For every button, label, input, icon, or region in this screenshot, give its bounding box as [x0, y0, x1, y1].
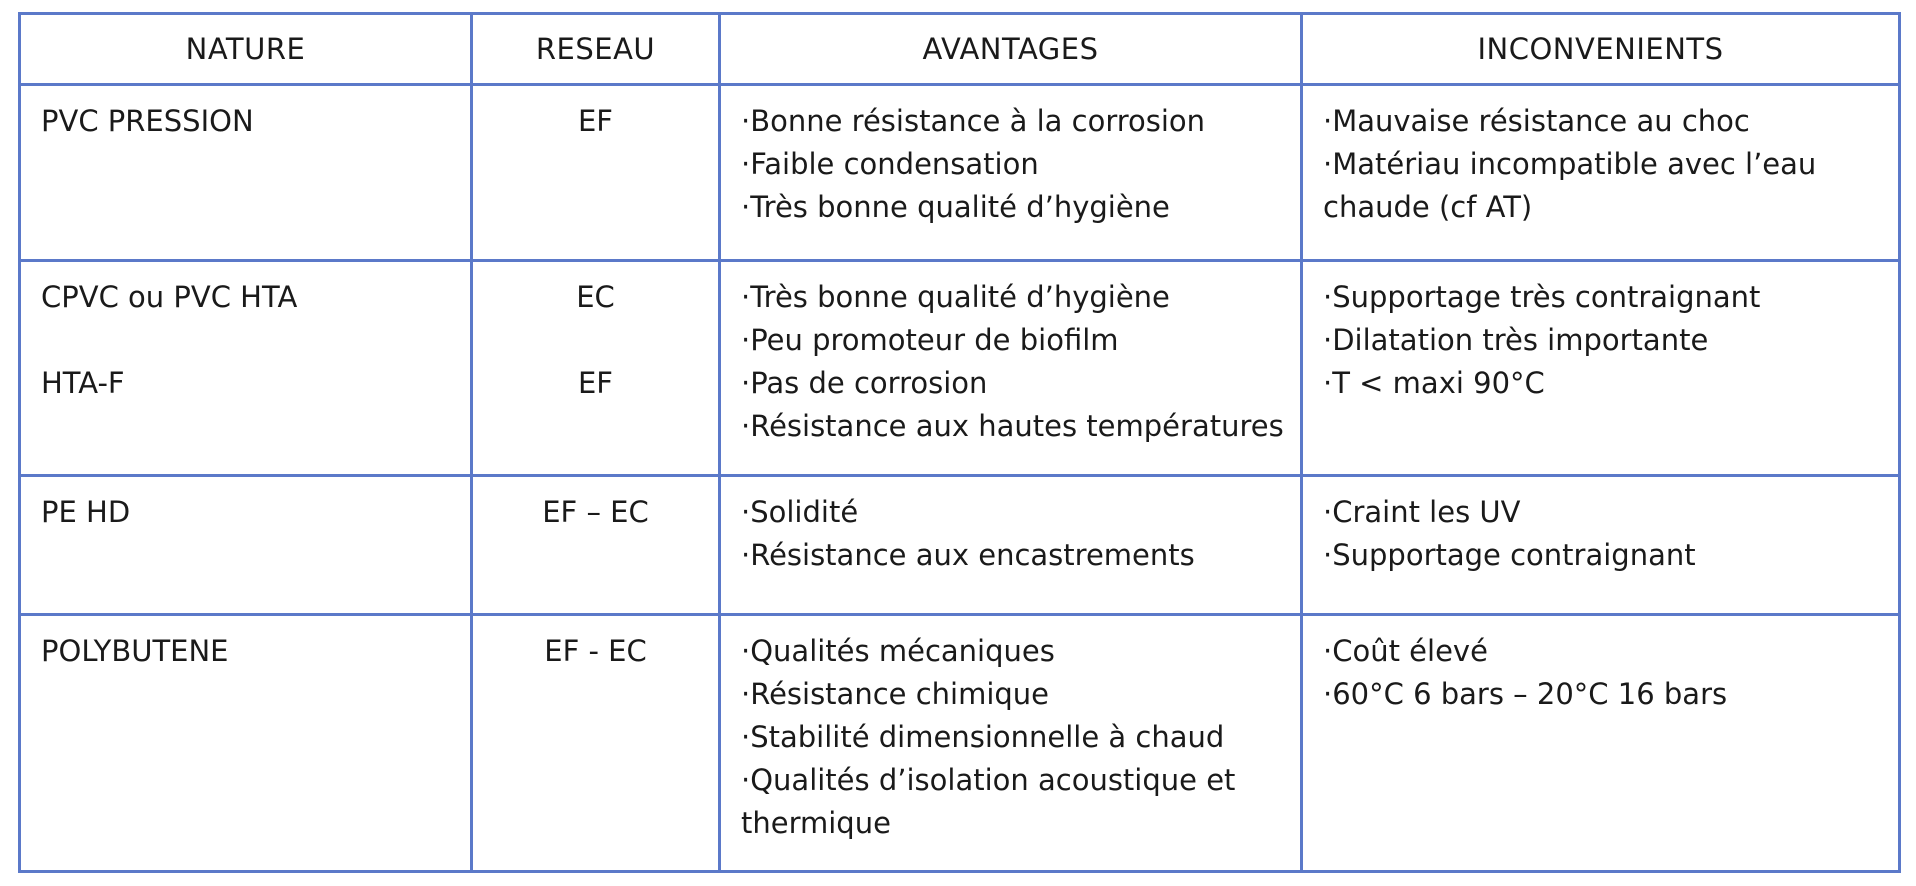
inconvenient-item: ·Coût élevé — [1323, 634, 1488, 668]
nature-text: POLYBUTENE — [41, 634, 229, 668]
cell-reseau: EF - EC — [470, 613, 721, 873]
reseau-text: EC — [576, 280, 615, 314]
avantage-item: ·Résistance aux hautes températures — [741, 409, 1284, 443]
reseau-text: EF — [577, 104, 613, 138]
inconvenient-item: ·60°C 6 bars – 20°C 16 bars — [1323, 677, 1728, 711]
avantage-item: ·Pas de corrosion — [741, 366, 988, 400]
avantage-item: ·Bonne résistance à la corrosion — [741, 104, 1206, 138]
inconvenient-item: ·Matériau incompatible avec l’eau chaude… — [1323, 147, 1817, 224]
reseau-spacer — [473, 319, 718, 362]
cell-avantages: ·Bonne résistance à la corrosion ·Faible… — [718, 83, 1303, 262]
inconvenient-item: ·Mauvaise résistance au choc — [1323, 104, 1750, 138]
reseau-text: EF – EC — [542, 495, 649, 529]
nature-text: HTA-F — [41, 366, 125, 400]
avantage-item: ·Très bonne qualité d’hygiène — [741, 280, 1170, 314]
cell-nature: PE HD — [18, 474, 473, 616]
cell-inconvenients: ·Coût élevé ·60°C 6 bars – 20°C 16 bars — [1300, 613, 1901, 873]
header-reseau: RESEAU — [470, 12, 721, 86]
pipe-materials-table: NATURE RESEAU AVANTAGES INCONVENIENTS PV… — [18, 12, 1901, 873]
nature-text: PE HD — [41, 495, 131, 529]
cell-reseau: EC EF — [470, 259, 721, 477]
avantage-item: ·Solidité — [741, 495, 859, 529]
inconvenient-item: ·Craint les UV — [1323, 495, 1521, 529]
cell-nature: CPVC ou PVC HTA HTA-F — [18, 259, 473, 477]
avantage-item: ·Résistance aux encastrements — [741, 538, 1195, 572]
table-row: POLYBUTENE EF - EC ·Qualités mécaniques … — [18, 613, 1901, 873]
nature-spacer — [41, 319, 470, 362]
inconvenient-item: ·Supportage contraignant — [1323, 538, 1696, 572]
cell-nature: PVC PRESSION — [18, 83, 473, 262]
header-avantages: AVANTAGES — [718, 12, 1303, 86]
header-inconvenients: INCONVENIENTS — [1300, 12, 1901, 86]
table-row: PVC PRESSION EF ·Bonne résistance à la c… — [18, 83, 1901, 262]
reseau-text: EF — [577, 366, 613, 400]
cell-avantages: ·Qualités mécaniques ·Résistance chimiqu… — [718, 613, 1303, 873]
avantage-item: ·Très bonne qualité d’hygiène — [741, 190, 1170, 224]
avantage-item: ·Stabilité dimensionnelle à chaud — [741, 720, 1225, 754]
reseau-text: EF - EC — [544, 634, 647, 668]
cell-nature: POLYBUTENE — [18, 613, 473, 873]
table-header-row: NATURE RESEAU AVANTAGES INCONVENIENTS — [18, 12, 1901, 86]
cell-avantages: ·Très bonne qualité d’hygiène ·Peu promo… — [718, 259, 1303, 477]
table-row: CPVC ou PVC HTA HTA-F EC EF ·Très bonne … — [18, 259, 1901, 477]
nature-text: PVC PRESSION — [41, 104, 254, 138]
avantage-item: ·Qualités d’isolation acoustique et ther… — [741, 763, 1236, 840]
comparison-table-wrapper: NATURE RESEAU AVANTAGES INCONVENIENTS PV… — [18, 12, 1901, 873]
cell-avantages: ·Solidité ·Résistance aux encastrements — [718, 474, 1303, 616]
inconvenient-item: ·Supportage très contraignant — [1323, 280, 1761, 314]
cell-inconvenients: ·Mauvaise résistance au choc ·Matériau i… — [1300, 83, 1901, 262]
avantage-item: ·Résistance chimique — [741, 677, 1050, 711]
cell-inconvenients: ·Craint les UV ·Supportage contraignant — [1300, 474, 1901, 616]
table-row: PE HD EF – EC ·Solidité ·Résistance aux … — [18, 474, 1901, 616]
cell-reseau: EF — [470, 83, 721, 262]
avantage-item: ·Peu promoteur de biofilm — [741, 323, 1119, 357]
nature-text: CPVC ou PVC HTA — [41, 280, 298, 314]
inconvenient-item: ·T < maxi 90°C — [1323, 366, 1545, 400]
header-nature: NATURE — [18, 12, 473, 86]
cell-reseau: EF – EC — [470, 474, 721, 616]
avantage-item: ·Qualités mécaniques — [741, 634, 1055, 668]
inconvenient-item: ·Dilatation très importante — [1323, 323, 1709, 357]
cell-inconvenients: ·Supportage très contraignant ·Dilatatio… — [1300, 259, 1901, 477]
avantage-item: ·Faible condensation — [741, 147, 1039, 181]
